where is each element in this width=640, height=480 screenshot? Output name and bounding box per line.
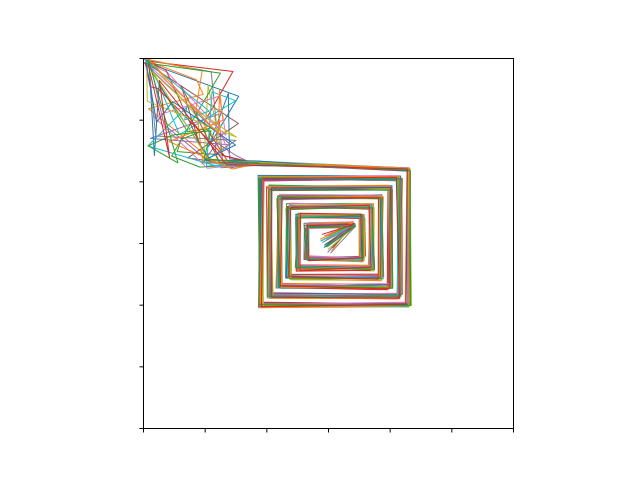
tick-group xyxy=(139,58,514,433)
series-line-21 xyxy=(148,59,410,309)
trace-group xyxy=(143,58,412,309)
series-line-22 xyxy=(147,59,412,306)
series-line-23 xyxy=(147,63,408,308)
